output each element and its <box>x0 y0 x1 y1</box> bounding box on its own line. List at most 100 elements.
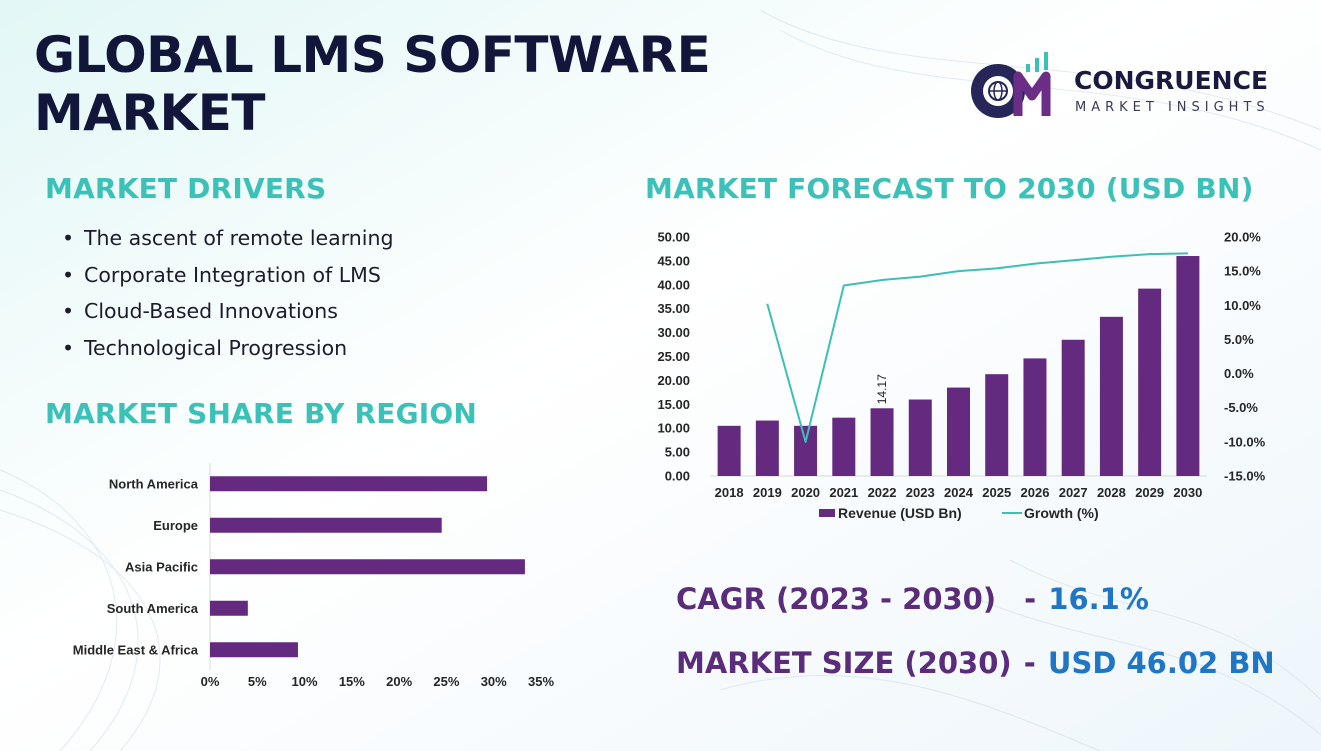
share-category-label: Asia Pacific <box>125 559 198 574</box>
share-x-tick-label: 20% <box>386 674 412 689</box>
revenue-bar <box>1138 288 1162 476</box>
forecast-y2-tick-label: 5.0% <box>1224 332 1254 347</box>
share-bar <box>210 642 298 658</box>
bullet: • <box>62 299 75 323</box>
share-category-label: North America <box>109 476 199 491</box>
market-size-stat: MARKET SIZE (2030) - USD 46.02 BN <box>676 646 1275 680</box>
share-category-label: Europe <box>153 518 198 533</box>
forecast-y-tick-label: 50.00 <box>657 230 690 245</box>
share-x-tick-label: 25% <box>433 674 459 689</box>
forecast-y2-tick-label: -10.0% <box>1224 434 1266 449</box>
page-title-line-1: GLOBAL LMS SOFTWARE <box>34 26 711 84</box>
market-drivers-title: MARKET DRIVERS <box>45 172 327 205</box>
forecast-y2-tick-label: -15.0% <box>1224 469 1266 484</box>
revenue-bar <box>1061 339 1085 476</box>
list-item: • Cloud-Based Innovations <box>62 293 394 330</box>
share-x-tick-label: 15% <box>339 674 365 689</box>
forecast-x-tick-label: 2020 <box>791 485 820 500</box>
bullet: • <box>62 335 75 360</box>
share-category-label: Middle East & Africa <box>73 642 199 657</box>
driver-text: Technological Progression <box>84 335 348 360</box>
page-title-line-2: MARKET <box>34 84 265 142</box>
bullet: • <box>62 262 75 287</box>
revenue-bar <box>1023 358 1047 476</box>
share-x-tick-label: 10% <box>292 674 318 689</box>
legend-revenue-swatch <box>819 509 835 517</box>
forecast-y-tick-label: 10.00 <box>657 421 690 436</box>
revenue-bar <box>794 425 818 476</box>
forecast-y2-tick-label: 20.0% <box>1224 230 1261 245</box>
driver-text: Cloud-Based Innovations <box>84 299 338 323</box>
forecast-x-tick-label: 2029 <box>1135 485 1164 500</box>
revenue-bar <box>1176 256 1200 476</box>
driver-text: The ascent of remote learning <box>84 226 394 250</box>
forecast-y2-tick-label: -5.0% <box>1224 400 1258 415</box>
revenue-bar <box>1099 316 1123 476</box>
share-x-tick-label: 30% <box>481 674 507 689</box>
revenue-bar <box>870 408 894 476</box>
revenue-data-label: 14.17 <box>875 374 889 404</box>
forecast-x-tick-label: 2028 <box>1097 485 1126 500</box>
list-item: • Corporate Integration of LMS <box>62 257 394 294</box>
share-x-tick-label: 35% <box>528 674 554 689</box>
forecast-y-tick-label: 0.00 <box>665 469 690 484</box>
share-category-label: South America <box>107 601 199 616</box>
revenue-bar <box>755 420 779 476</box>
growth-line <box>766 252 1188 443</box>
share-x-tick-label: 5% <box>248 674 267 689</box>
forecast-y-tick-label: 25.00 <box>657 349 690 364</box>
market-size-label: MARKET SIZE (2030) <box>676 646 1012 680</box>
list-item: • The ascent of remote learning <box>62 220 394 257</box>
driver-text: Corporate Integration of LMS <box>84 262 381 287</box>
revenue-bar <box>717 425 741 476</box>
forecast-x-tick-label: 2022 <box>868 485 897 500</box>
share-bar <box>210 517 442 533</box>
logo-mark-icon <box>971 52 1051 118</box>
share-bar <box>210 476 488 492</box>
cagr-label: CAGR (2023 - 2030) <box>676 582 997 616</box>
market-size-dash: - <box>1023 646 1036 680</box>
forecast-x-tick-label: 2030 <box>1173 485 1202 500</box>
revenue-bar <box>985 374 1009 476</box>
share-bar <box>210 600 248 616</box>
company-logo: CONGRUENCE MARKET INSIGHTS <box>966 50 1286 122</box>
forecast-x-tick-label: 2026 <box>1021 485 1050 500</box>
revenue-bar <box>908 399 932 476</box>
share-x-tick-label: 0% <box>201 674 220 689</box>
forecast-y-tick-label: 30.00 <box>657 325 690 340</box>
forecast-y-tick-label: 5.00 <box>665 445 690 460</box>
revenue-bar <box>832 417 856 476</box>
market-share-title: MARKET SHARE BY REGION <box>45 397 478 430</box>
market-drivers-list: • The ascent of remote learning • Corporat… <box>62 220 394 366</box>
forecast-x-tick-label: 2024 <box>944 485 974 500</box>
forecast-y-tick-label: 15.00 <box>657 397 690 412</box>
forecast-y-tick-label: 45.00 <box>657 253 690 268</box>
forecast-y-tick-label: 20.00 <box>657 373 690 388</box>
forecast-y2-tick-label: 15.0% <box>1224 264 1261 279</box>
legend-growth-label: Growth (%) <box>1024 505 1099 521</box>
forecast-x-tick-label: 2025 <box>982 485 1011 500</box>
forecast-x-tick-label: 2027 <box>1059 485 1088 500</box>
forecast-y2-tick-label: 0.0% <box>1224 366 1254 381</box>
forecast-x-tick-label: 2018 <box>715 485 744 500</box>
cagr-stat: CAGR (2023 - 2030) - 16.1% <box>676 582 1149 616</box>
logo-tagline: MARKET INSIGHTS <box>1075 100 1270 115</box>
page-title: GLOBAL LMS SOFTWARE MARKET <box>34 26 711 142</box>
share-bar <box>210 559 525 575</box>
legend-revenue-label: Revenue (USD Bn) <box>838 505 962 521</box>
market-forecast-title: MARKET FORECAST TO 2030 (USD BN) <box>645 172 1254 205</box>
cagr-value: 16.1% <box>1048 582 1149 616</box>
list-item: • Technological Progression <box>62 330 394 367</box>
cagr-dash: - <box>1024 582 1037 616</box>
forecast-x-tick-label: 2019 <box>753 485 782 500</box>
revenue-bar <box>947 387 970 476</box>
market-share-chart: North America Europe Asia Pacific South Ame… <box>73 463 554 689</box>
bullet: • <box>62 226 75 250</box>
forecast-y-tick-label: 40.00 <box>657 277 690 292</box>
logo-name: CONGRUENCE <box>1074 66 1269 95</box>
forecast-y-tick-label: 35.00 <box>657 301 690 316</box>
forecast-y2-tick-label: 10.0% <box>1224 298 1261 313</box>
market-forecast-chart: 0.00 5.00 10.00 15.00 20.00 25.00 30.00 35.00 40… <box>657 230 1266 522</box>
forecast-x-tick-label: 2023 <box>906 485 935 500</box>
forecast-x-tick-label: 2021 <box>829 485 858 500</box>
